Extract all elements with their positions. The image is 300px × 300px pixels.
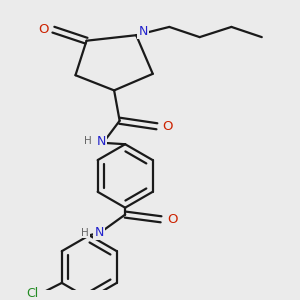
Text: O: O bbox=[38, 23, 49, 36]
Text: N: N bbox=[97, 135, 106, 148]
Text: O: O bbox=[163, 120, 173, 133]
Text: N: N bbox=[94, 226, 104, 239]
Text: N: N bbox=[138, 26, 148, 38]
Text: Cl: Cl bbox=[27, 287, 39, 300]
Text: H: H bbox=[81, 227, 89, 238]
Text: H: H bbox=[84, 136, 92, 146]
Text: O: O bbox=[167, 213, 177, 226]
